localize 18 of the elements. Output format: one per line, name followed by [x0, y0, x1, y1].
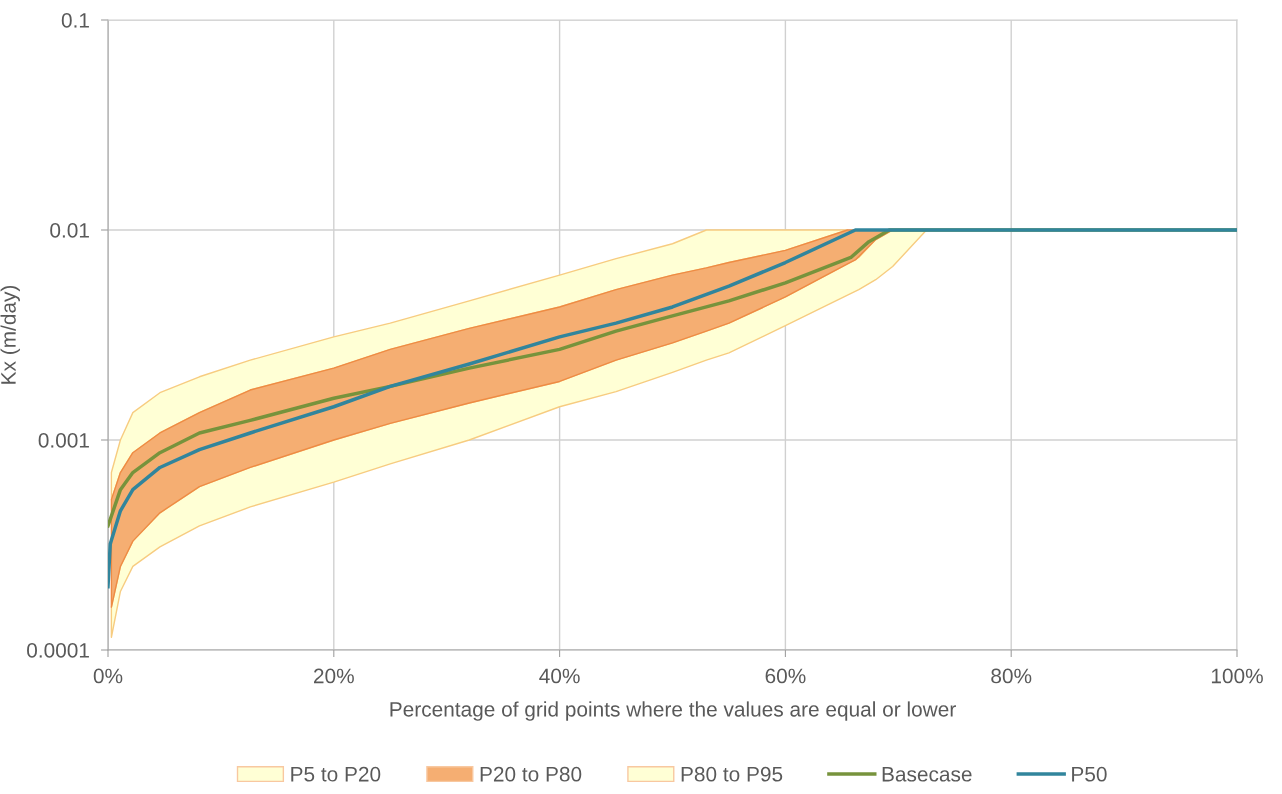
x-tick-label: 20%	[314, 668, 354, 684]
x-tick-label: 40%	[539, 668, 580, 684]
y-axis-title: Kx (m/day)	[0, 285, 20, 384]
y-tick-label: 0.001	[38, 433, 89, 448]
x-tick-label: 60%	[765, 668, 806, 684]
legend-label: P5 to P20	[291, 766, 381, 782]
line-series	[108, 228, 1237, 589]
legend-label: P20 to P80	[480, 766, 582, 782]
legend-label: Basecase	[882, 767, 972, 782]
x-axis-title: Percentage of grid points where the values are equal or lower	[390, 701, 956, 721]
legend-label: P50	[1072, 766, 1107, 782]
x-tick-label: 80%	[991, 668, 1032, 684]
y-tick-label: 0.0001	[27, 643, 89, 658]
y-tick-label: 0.1	[61, 13, 89, 28]
y-tick-label: 0.01	[50, 223, 89, 238]
x-tick-label: 0%	[93, 668, 123, 684]
legend-label: P80 to P95	[681, 766, 783, 782]
x-tick-label: 100%	[1211, 668, 1263, 684]
